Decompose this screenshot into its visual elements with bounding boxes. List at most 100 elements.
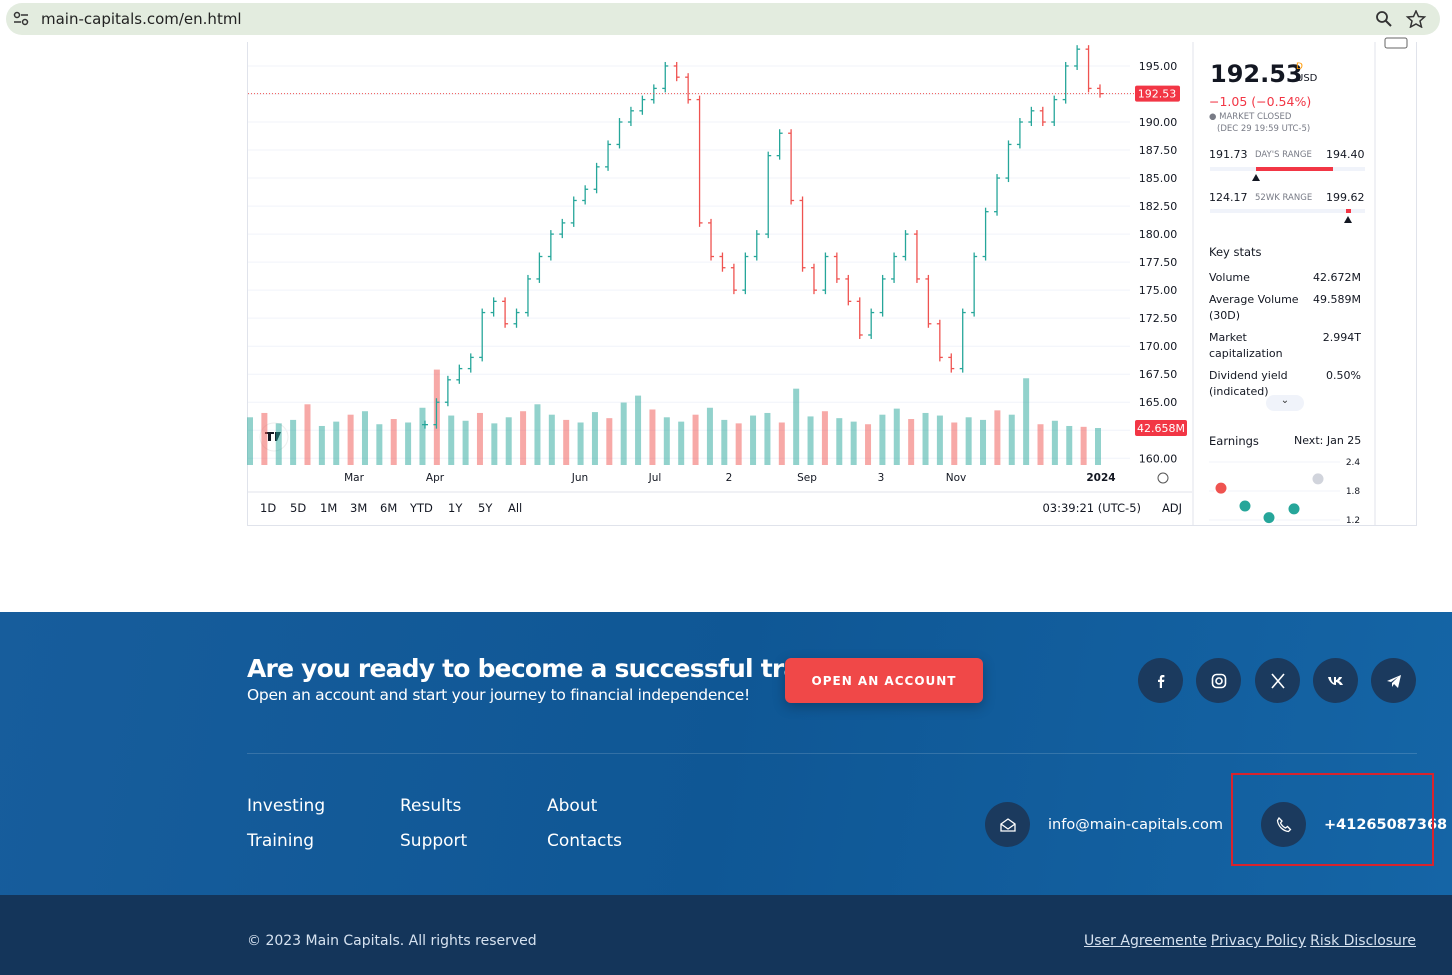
range-button[interactable]: 6M [380,501,397,515]
price-bar [891,252,898,283]
price-bar [422,420,428,429]
legal-link[interactable]: Risk Disclosure [1310,933,1416,949]
price-chart: 160.00162.50165.00167.50170.00172.50175.… [247,37,1408,526]
price-bar [479,308,486,362]
vk-link[interactable] [1313,658,1358,703]
phone-link[interactable]: +41265087368 [1324,817,1448,833]
volume-bar [750,415,757,465]
volume-bar [548,414,555,465]
range-low: 191.73 [1209,148,1248,161]
x-tick-label: Sep [797,472,817,484]
price-bar [593,162,600,194]
volume-bar [361,411,368,465]
earnings-next: Next: Jan 25 [1294,434,1362,447]
nav-link[interactable]: Training [247,831,315,851]
volume-bar [606,418,613,465]
address-bar[interactable] [6,3,1440,35]
stat-value: 49.589M [1313,293,1361,306]
range-fill [1256,167,1333,171]
price-bar [879,274,886,317]
chart-widget [247,42,1417,526]
volume-bar [793,388,800,465]
cta-title: Are you ready to become a successful tra… [247,654,859,683]
volume-bar [390,419,397,465]
volume-bar [290,419,297,465]
facebook-link[interactable] [1138,658,1183,703]
price-bar [913,230,920,283]
nav-link[interactable]: Results [400,796,462,816]
telegram-link[interactable] [1371,658,1416,703]
nav-link[interactable]: Contacts [547,831,622,851]
y-tick-label: 165.00 [1139,396,1178,409]
adj-button[interactable]: ADJ [1162,501,1182,515]
expand-button[interactable]: ⌄ [1266,395,1304,411]
chart-time: 03:39:21 (UTC-5) [1042,501,1141,515]
price-bar [1028,106,1035,127]
instagram-link[interactable] [1196,658,1241,703]
site-icon[interactable] [13,11,29,27]
icon [1157,674,1164,688]
email-link[interactable]: info@main-capitals.com [1048,817,1223,833]
url[interactable]: main-capitals.com/en.html [41,10,242,28]
volume-bar [951,422,958,465]
highlight-box [1231,773,1434,866]
volume-bar [692,414,699,465]
nav-link[interactable]: Support [400,831,468,851]
price-bar [490,297,497,317]
volume-bar [534,404,541,465]
phone-icon [1261,802,1306,847]
earnings-title: Earnings [1209,434,1259,448]
legal-link[interactable]: Privacy Policy [1210,933,1307,949]
range-bars [1210,167,1365,223]
price-bar [856,297,863,339]
settings-icon[interactable] [1157,472,1169,484]
quote-price: 192.53 [1210,60,1303,88]
price-bar [1062,61,1069,104]
price-bar [467,353,474,373]
range-button[interactable]: 1D [260,501,276,515]
price-bar [936,319,943,362]
range-label: 52WK RANGE [1255,193,1313,203]
price-bar [1016,118,1023,149]
price-bar [673,61,680,82]
price-bar [788,129,795,205]
volume-bar [850,421,857,465]
legal-link[interactable]: User Agreemente [1084,933,1207,949]
price-bar [1085,45,1092,93]
x-tick-label: 3 [878,472,885,484]
icon [1386,674,1401,688]
y-tick-label: 167.50 [1139,368,1178,381]
nav-link[interactable]: Investing [247,796,326,816]
price-bar [616,118,623,149]
volume-bar [405,422,412,465]
volume-bar [304,404,311,465]
price-bar [570,196,577,227]
range-button[interactable]: 3M [350,501,367,515]
y-tick-label: 185.00 [1139,172,1178,185]
open-account-button[interactable]: OPEN AN ACCOUNT [785,658,983,703]
volume-bar [922,412,929,465]
x-link[interactable] [1255,658,1300,703]
volume-bar [1066,425,1073,465]
volume-bar [965,417,972,465]
volume-bar [706,407,713,465]
range-low: 124.17 [1209,191,1248,204]
range-button[interactable]: 5D [290,501,306,515]
range-button[interactable]: YTD [409,501,433,515]
nav-link[interactable]: About [547,796,598,816]
footer: Are you ready to become a successful tra… [0,612,1452,895]
stat-label: Market capitalization [1209,331,1283,360]
range-button[interactable]: All [508,501,522,515]
price-bar [708,218,715,261]
range-button[interactable]: 1M [320,501,337,515]
range-button[interactable]: 5Y [478,501,493,515]
y-tick-label: 180.00 [1139,228,1178,241]
divider [247,753,1417,754]
range-button[interactable]: 1Y [448,501,463,515]
price-bar [524,274,531,317]
cta-subtitle: Open an account and start your journey t… [247,686,750,704]
earnings-point [1261,510,1277,526]
icon[interactable] [1384,37,1408,49]
x-tick-label: Nov [946,472,967,484]
price-bar [902,230,909,261]
